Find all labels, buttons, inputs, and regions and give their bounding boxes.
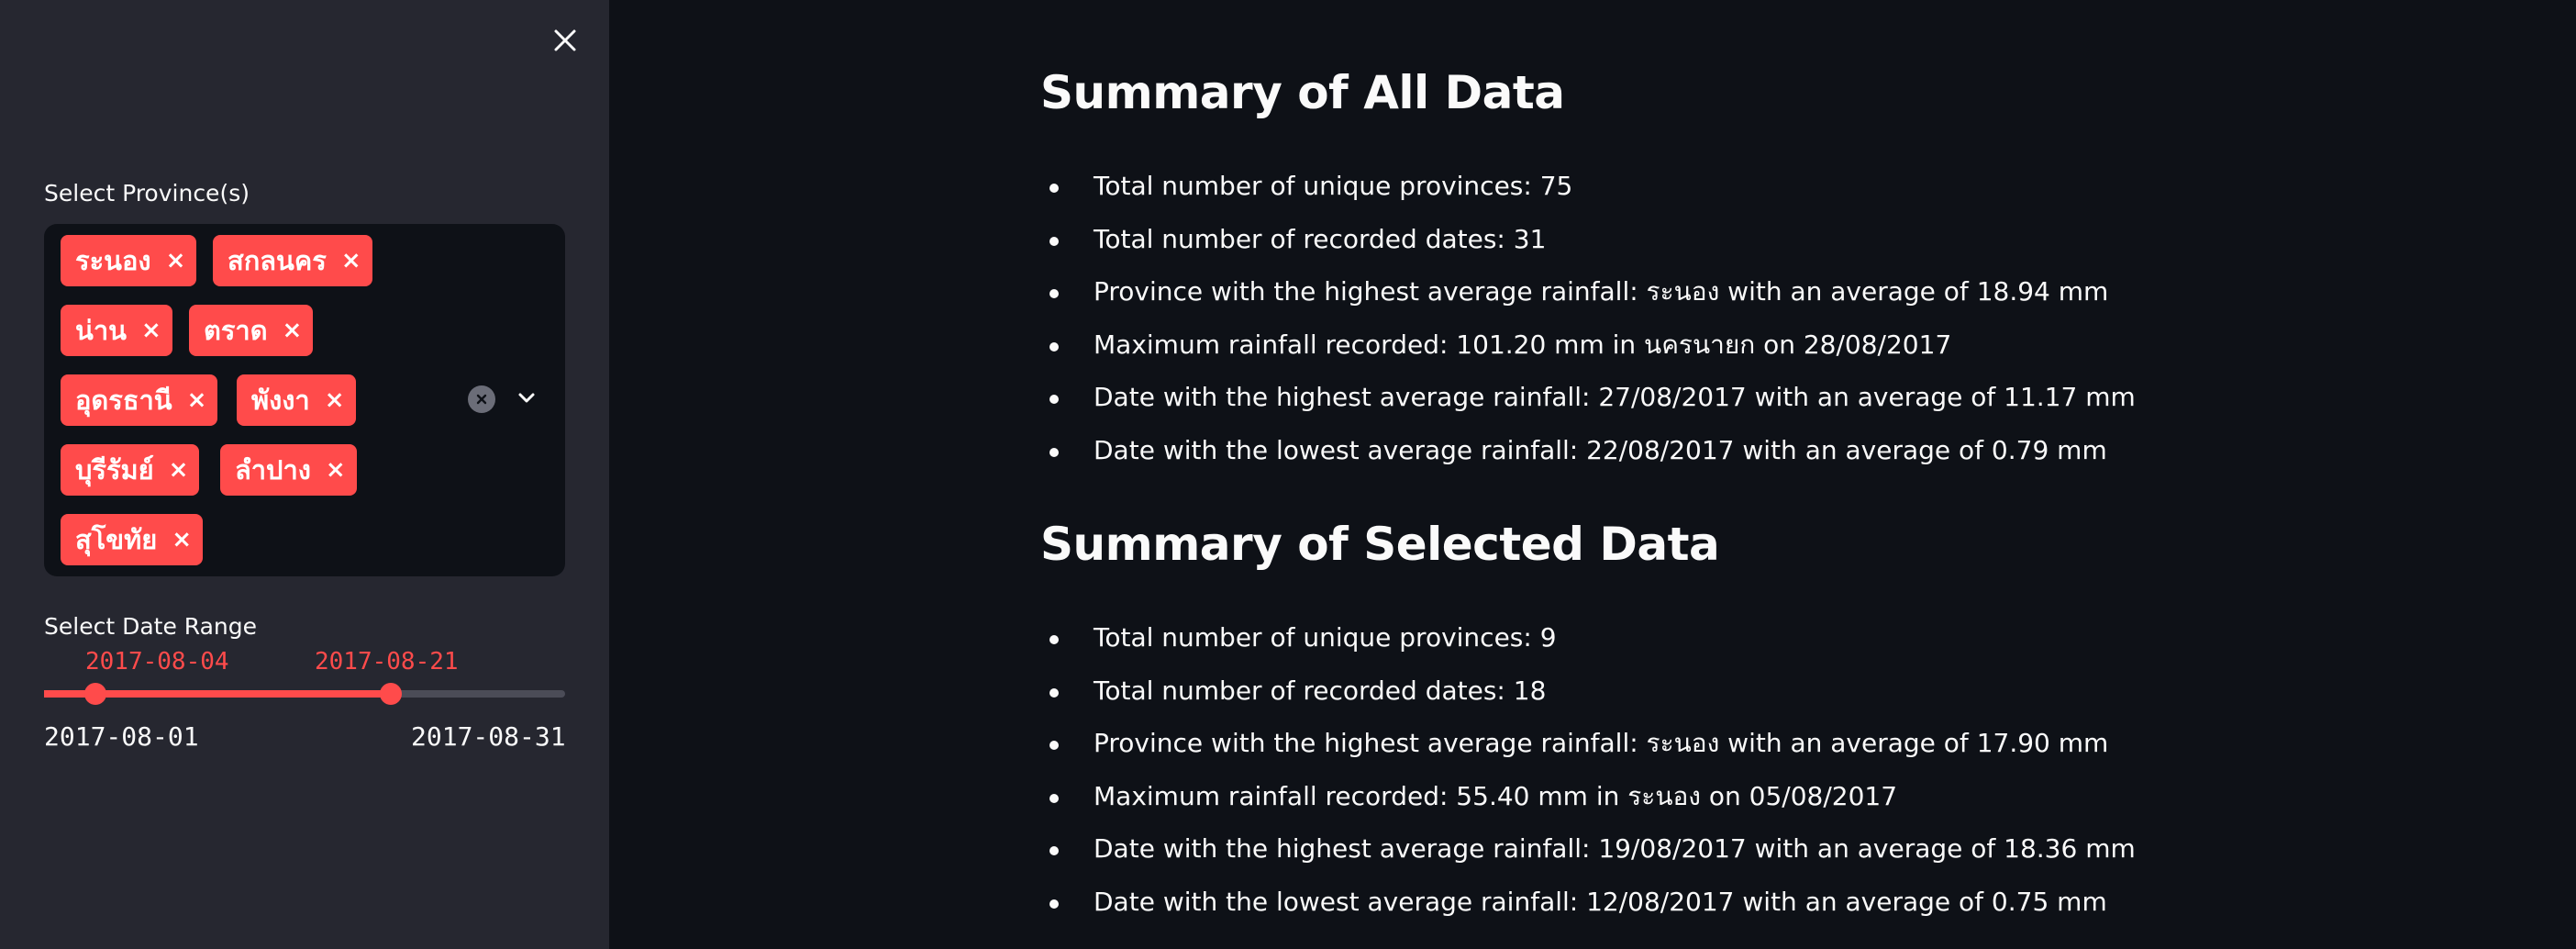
province-tag: น่าน ×	[61, 305, 172, 356]
dropdown-toggle-button[interactable]	[514, 385, 539, 411]
main-content: Summary of All Data Total number of uniq…	[609, 0, 2576, 949]
summary-item: Total number of recorded dates: 18	[1040, 668, 2136, 721]
province-tag: สุโขทัย ×	[61, 514, 204, 565]
tag-remove-icon[interactable]: ×	[140, 317, 161, 344]
sidebar: Select Province(s) ระนอง × สกลนคร × น่าน…	[0, 0, 609, 949]
clear-circle-icon	[476, 394, 487, 405]
date-range-slider-fill	[44, 690, 391, 698]
tag-label: บุรีรัมย์	[75, 454, 154, 486]
tag-label: น่าน	[75, 315, 127, 346]
tag-label: ระนอง	[75, 245, 151, 276]
all-data-summary-title: Summary of All Data	[1040, 66, 1565, 119]
summary-item: Province with the highest average rainfa…	[1040, 720, 2136, 774]
selected-data-summary-title: Summary of Selected Data	[1040, 518, 1720, 571]
all-data-summary-list: Total number of unique provinces: 75 Tot…	[1040, 163, 2136, 480]
date-range-label: Select Date Range	[44, 613, 258, 640]
summary-item: Date with the highest average rainfall: …	[1040, 826, 2136, 879]
close-icon	[554, 29, 576, 51]
tag-label: อุดรธานี	[75, 385, 172, 416]
tag-label: สุโขทัย	[75, 524, 158, 555]
summary-item: Total number of unique provinces: 75	[1040, 163, 2136, 217]
slider-min-label: 2017-08-01	[44, 721, 199, 752]
selected-data-summary-list: Total number of unique provinces: 9 Tota…	[1040, 615, 2136, 932]
tag-label: พังงา	[251, 385, 310, 416]
summary-item: Date with the highest average rainfall: …	[1040, 374, 2136, 428]
close-sidebar-button[interactable]	[547, 22, 583, 59]
province-tag: บุรีรัมย์ ×	[61, 444, 200, 496]
tag-label: สกลนคร	[228, 245, 327, 276]
province-tag: ตราด ×	[189, 305, 314, 356]
summary-item: Maximum rainfall recorded: 101.20 mm in …	[1040, 322, 2136, 375]
clear-selection-button[interactable]	[468, 385, 495, 413]
province-tag: ระนอง ×	[61, 235, 197, 286]
tag-remove-icon[interactable]: ×	[165, 247, 186, 274]
tag-remove-icon[interactable]: ×	[186, 386, 207, 414]
slider-start-value: 2017-08-04	[85, 648, 229, 675]
province-select-label: Select Province(s)	[44, 180, 250, 207]
tag-remove-icon[interactable]: ×	[340, 247, 361, 274]
tag-remove-icon[interactable]: ×	[324, 386, 345, 414]
summary-item: Date with the lowest average rainfall: 2…	[1040, 428, 2136, 481]
summary-item: Date with the lowest average rainfall: 1…	[1040, 879, 2136, 932]
tag-remove-icon[interactable]: ×	[282, 317, 303, 344]
slider-end-value: 2017-08-21	[315, 648, 459, 675]
tag-remove-icon[interactable]: ×	[172, 526, 193, 553]
province-tag: สกลนคร ×	[213, 235, 372, 286]
summary-item: Total number of unique provinces: 9	[1040, 615, 2136, 668]
summary-item: Total number of recorded dates: 31	[1040, 217, 2136, 270]
summary-item: Maximum rainfall recorded: 55.40 mm in ร…	[1040, 774, 2136, 827]
province-tag: พังงา ×	[237, 374, 356, 426]
province-tag: ลำปาง ×	[220, 444, 357, 496]
tag-remove-icon[interactable]: ×	[325, 456, 346, 484]
slider-start-handle[interactable]	[84, 683, 106, 705]
slider-end-handle[interactable]	[380, 683, 402, 705]
tag-label: ลำปาง	[235, 454, 311, 486]
province-multiselect[interactable]: ระนอง × สกลนคร × น่าน × ตราด × อุดรธานี …	[44, 224, 565, 576]
chevron-down-icon	[518, 393, 535, 403]
tag-label: ตราด	[204, 315, 268, 346]
tag-remove-icon[interactable]: ×	[168, 456, 189, 484]
province-tag: อุดรธานี ×	[61, 374, 218, 426]
slider-max-label: 2017-08-31	[411, 721, 566, 752]
summary-item: Province with the highest average rainfa…	[1040, 269, 2136, 322]
